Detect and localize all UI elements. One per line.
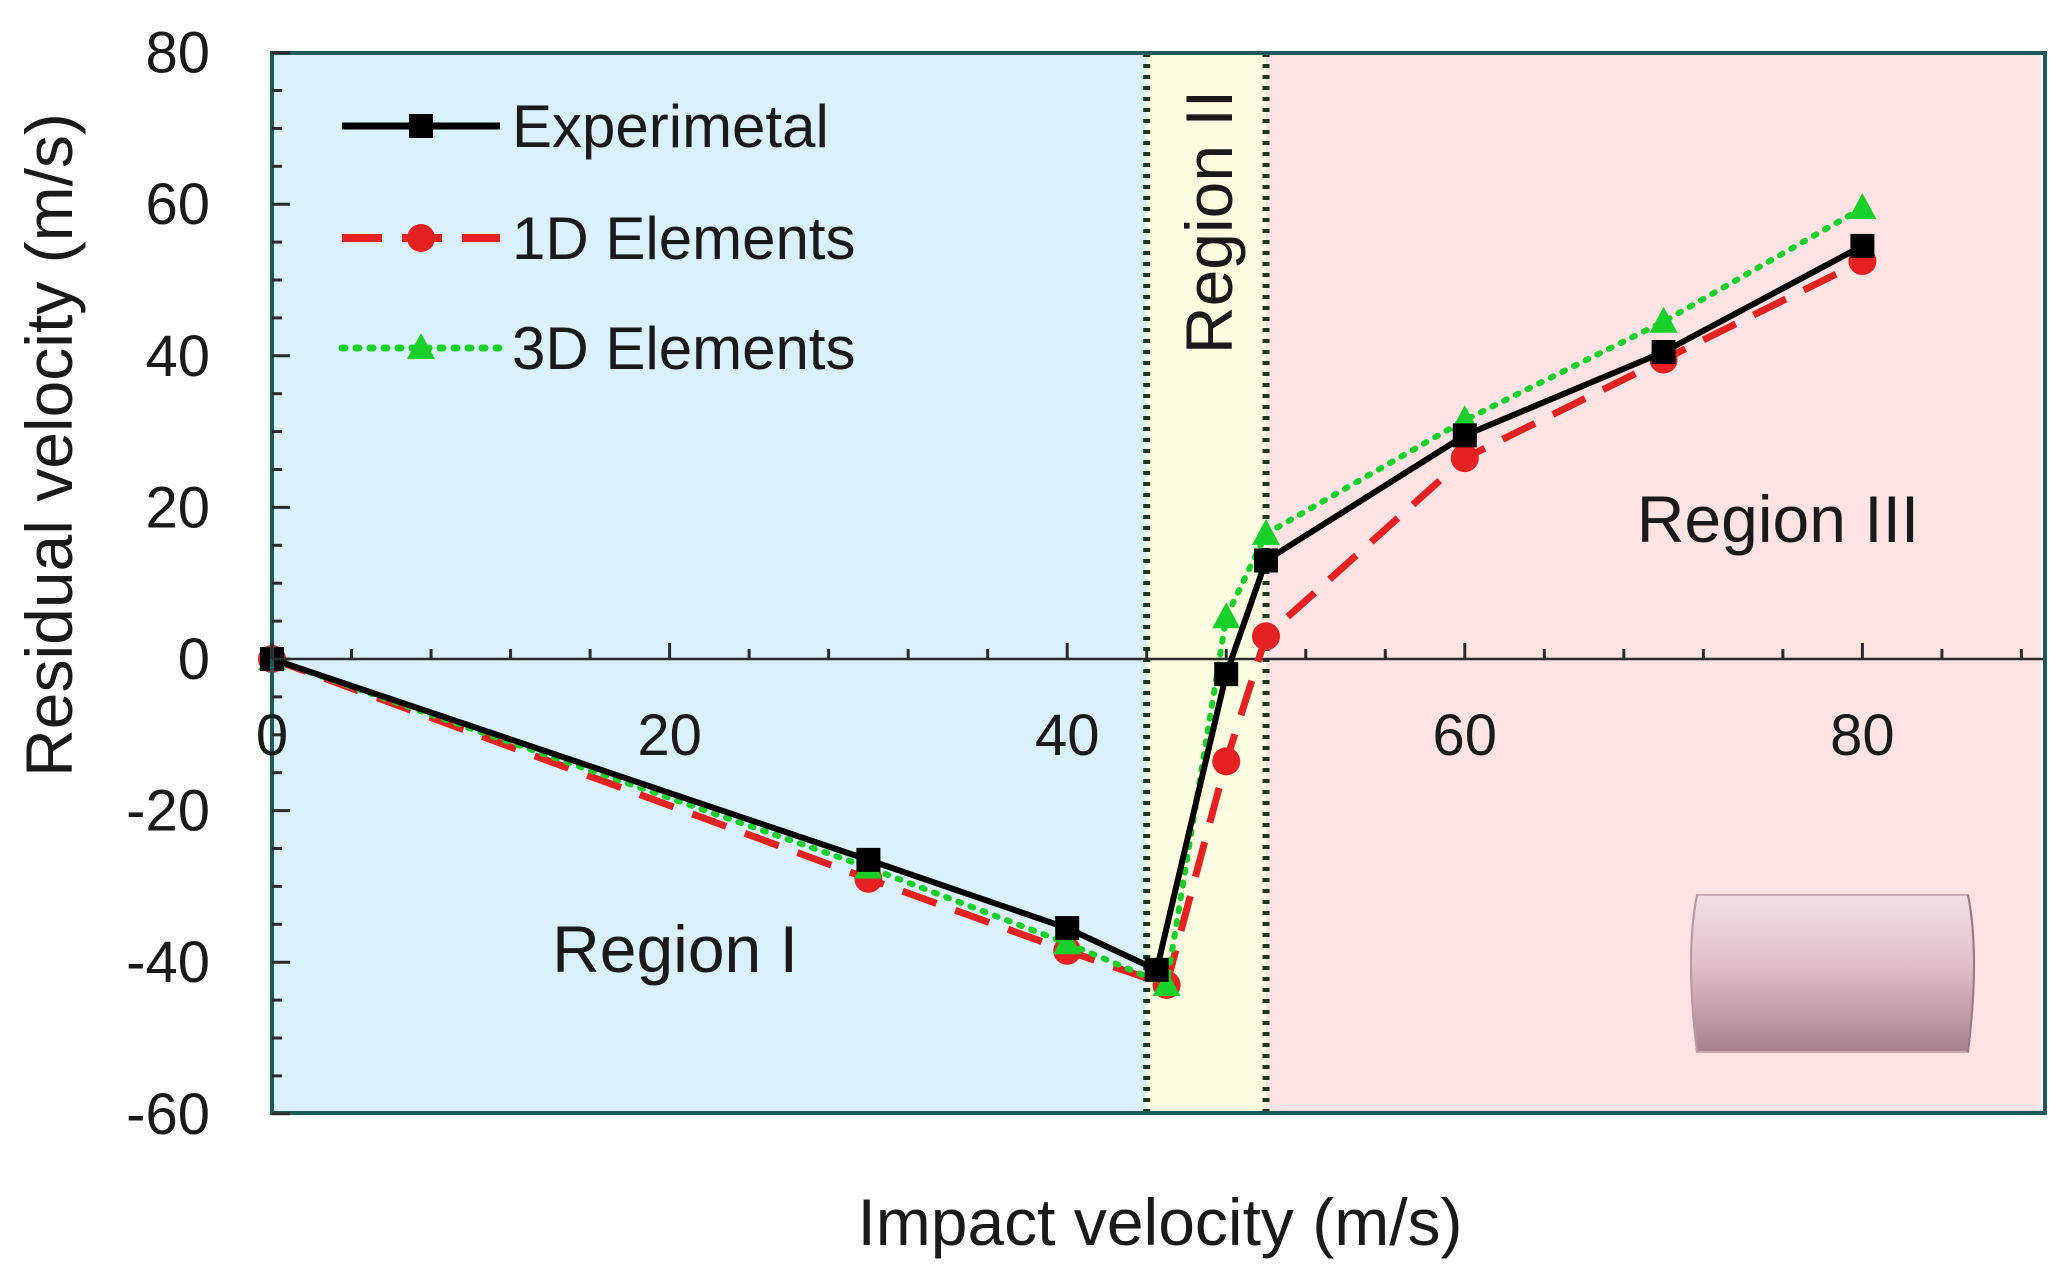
series-layer (258, 192, 1877, 999)
legend-label: 3D Elements (512, 315, 855, 382)
x-axis-title: Impact velocity (m/s) (857, 1185, 1462, 1259)
data-point (1053, 928, 1082, 955)
y-tick-label: -40 (126, 930, 210, 995)
legend-item-3: 3D Elements (338, 315, 855, 382)
data-point (1452, 423, 1477, 448)
x-tick-label: 20 (637, 703, 702, 768)
y-tick-label: -60 (126, 1082, 210, 1147)
data-point (1850, 233, 1875, 258)
legend-label: 1D Elements (512, 205, 855, 272)
legend-marker (409, 114, 433, 138)
y-tick-label: -20 (126, 779, 210, 844)
data-point (1152, 969, 1181, 996)
series-1 (260, 233, 1875, 982)
x-tick-label: 60 (1433, 703, 1498, 768)
data-point (1055, 916, 1080, 941)
x-tick-label: 80 (1830, 703, 1895, 768)
data-point (1212, 602, 1241, 629)
cylinder-icon (1690, 894, 1975, 1053)
region-label-2: Region II (1172, 90, 1246, 354)
data-point (1212, 747, 1241, 776)
legend-item-2: 1D Elements (342, 205, 855, 272)
y-axis-title: Residual velocity (m/s) (12, 113, 86, 777)
data-point (856, 847, 881, 872)
data-point (1848, 192, 1877, 219)
data-point (1252, 622, 1280, 651)
legend-marker (407, 224, 435, 252)
data-point (1651, 340, 1676, 365)
ticks-layer: -60 -40 -20 0 20 40 60 80 0 20 40 60 80 (126, 21, 2023, 1147)
legend-marker (407, 333, 435, 359)
data-point (1144, 957, 1169, 982)
region-label-1: Region I (552, 912, 798, 986)
y-tick-label: 20 (145, 475, 210, 540)
legend: Experimetal 1D Elements 3D Elements (338, 93, 855, 382)
data-point (1254, 548, 1278, 573)
y-tick-label: 40 (145, 324, 210, 389)
data-point (1649, 306, 1678, 333)
data-point (1214, 662, 1239, 687)
y-tick-label: 80 (145, 21, 210, 86)
y-tick-label: 60 (145, 172, 210, 237)
legend-label: Experimetal (512, 93, 829, 160)
data-point (1450, 444, 1479, 473)
x-tick-label: 40 (1035, 703, 1100, 768)
data-point (1252, 518, 1280, 545)
region-label-3: Region III (1637, 482, 1920, 556)
x-tick-label: 0 (256, 703, 288, 768)
region-labels: Region I Region II Region III (552, 90, 1919, 986)
legend-item-1: Experimetal (342, 93, 829, 160)
y-tick-label: 0 (178, 627, 210, 692)
boundary-layer (1143, 53, 1270, 1113)
